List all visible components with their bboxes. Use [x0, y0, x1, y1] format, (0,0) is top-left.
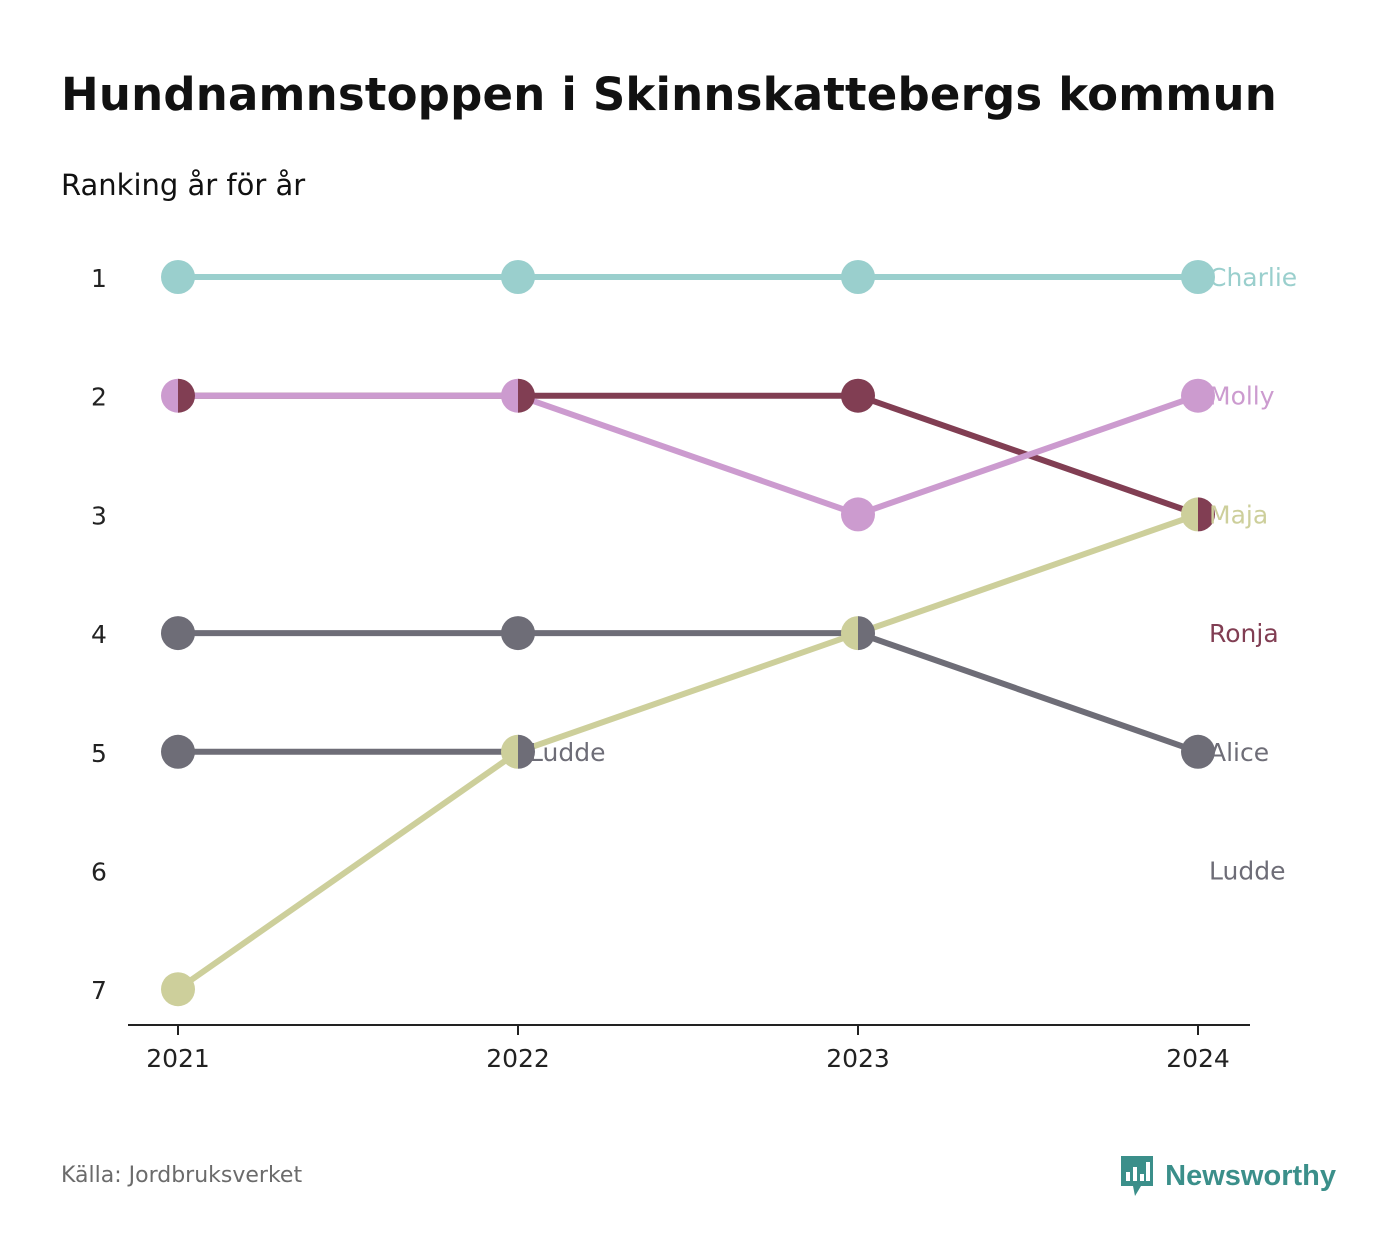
data-point-molly [1181, 378, 1215, 413]
data-point-alice [161, 616, 195, 651]
data-point-alice [858, 616, 875, 651]
newsworthy-logo-icon [1121, 1156, 1154, 1196]
y-tick-label: 5 [91, 739, 107, 768]
y-tick-label: 3 [91, 501, 107, 530]
brand-logo[interactable]: Newsworthy [1119, 1154, 1336, 1198]
y-tick-label: 6 [91, 858, 107, 887]
end-label-molly: Molly [1209, 382, 1275, 411]
data-point-charlie [501, 260, 535, 294]
data-point-maja [161, 972, 195, 1007]
x-tick-label: 2021 [146, 1044, 210, 1073]
data-point-ronja [841, 378, 875, 413]
y-tick-label: 2 [91, 383, 107, 412]
x-tick-label: 2022 [486, 1044, 550, 1073]
data-point-ronja [518, 378, 535, 413]
y-tick-label: 1 [91, 264, 107, 293]
end-label-alice: Alice [1209, 738, 1269, 767]
data-point-alice [501, 616, 535, 651]
data-point-charlie [161, 260, 195, 294]
data-point-maja [841, 616, 858, 651]
data-point-ronja [178, 378, 195, 413]
source-note: Källa: Jordbruksverket [61, 1163, 303, 1188]
data-point-alice [1181, 734, 1215, 769]
series-line-alice [178, 630, 1199, 755]
end-label-maja: Maja [1209, 500, 1268, 529]
y-tick-label: 7 [91, 976, 107, 1005]
brand-name: Newsworthy [1165, 1159, 1336, 1192]
y-tick-label: 4 [91, 620, 107, 649]
data-point-molly [161, 378, 178, 413]
series-line-molly [178, 392, 1199, 518]
x-tick-label: 2024 [1166, 1044, 1230, 1073]
chart-title: Hundnamnstoppen i Skinnskattebergs kommu… [61, 68, 1277, 121]
x-tick-label: 2023 [826, 1044, 890, 1073]
data-point-charlie [841, 260, 875, 294]
inline-label: Ludde [529, 738, 605, 767]
data-point-molly [501, 378, 518, 413]
series-line-maja [176, 511, 1199, 992]
data-point-ronja [1198, 497, 1215, 532]
chart-subtitle: Ranking år för år [61, 168, 306, 202]
data-point-molly [841, 497, 875, 532]
data-point-maja [501, 734, 518, 769]
data-point-maja [1181, 497, 1198, 532]
data-point-ludde [161, 734, 195, 769]
end-label-ludde: Ludde [1209, 857, 1285, 886]
end-label-ronja: Ronja [1209, 619, 1279, 648]
end-label-charlie: Charlie [1209, 263, 1297, 292]
data-point-charlie [1181, 260, 1215, 294]
data-point-ludde [518, 734, 535, 769]
